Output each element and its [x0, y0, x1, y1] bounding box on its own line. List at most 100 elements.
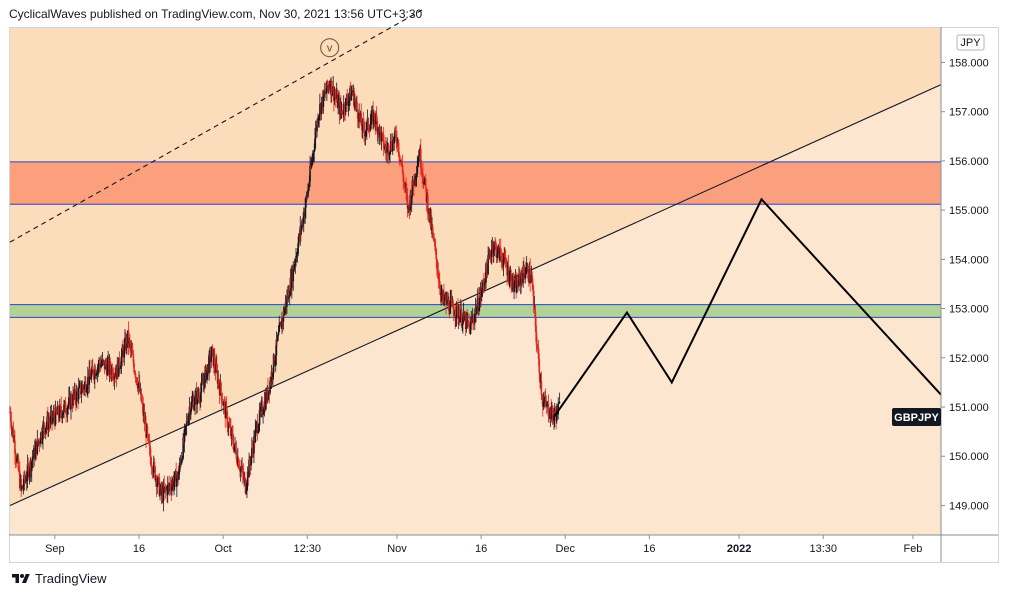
candle-body [525, 272, 527, 275]
chart-frame [9, 27, 999, 563]
candle-body [401, 164, 404, 174]
candle-body [12, 428, 15, 442]
candle-body [157, 476, 159, 484]
candle-body [343, 103, 346, 112]
candle-body [98, 360, 101, 364]
candle-body [467, 320, 470, 325]
candle-body [123, 344, 126, 358]
candle-body [137, 384, 140, 389]
candle-body [476, 306, 478, 314]
candle-body [403, 181, 405, 183]
candle-body [178, 471, 180, 480]
candle-body [370, 112, 373, 121]
candle-body [41, 439, 44, 440]
candle-body [150, 465, 153, 468]
candle-body [334, 95, 337, 97]
candle-body [536, 344, 538, 348]
candle-body [220, 393, 223, 403]
candle-body [118, 357, 121, 369]
candle-body [469, 321, 472, 334]
tradingview-brand[interactable]: TradingView [35, 571, 107, 586]
candle-body [26, 464, 29, 479]
candle-body [406, 195, 409, 209]
candle-body [131, 349, 133, 354]
candle-body [434, 246, 437, 250]
candle-body [251, 447, 254, 450]
candle-body [231, 429, 234, 435]
candle-body [348, 97, 351, 101]
candle-body [489, 253, 492, 256]
x-tick-label: 16 [133, 543, 145, 555]
candle-body [14, 454, 17, 458]
candle-body [132, 354, 135, 364]
candle-body [532, 290, 535, 307]
candle-body [164, 487, 167, 490]
candle-body [88, 369, 91, 385]
candle-body [362, 121, 365, 126]
candle-body [522, 266, 524, 284]
candle-body [416, 165, 419, 174]
candle-body [216, 364, 218, 371]
candle-body [72, 393, 74, 406]
candle-body [212, 348, 215, 366]
candle-body [296, 253, 299, 256]
candle-body [121, 347, 123, 357]
candle-body [74, 389, 76, 400]
candle-body [530, 281, 532, 283]
candle-body [449, 300, 452, 314]
candle-body [204, 372, 206, 388]
candle-body [57, 406, 60, 416]
candle-body [253, 436, 255, 454]
candle-body [80, 383, 82, 395]
candle-body [495, 245, 497, 247]
tradingview-logo-icon[interactable] [10, 572, 32, 586]
candle-body [364, 132, 367, 137]
candle-body [269, 380, 271, 393]
candle-body [262, 414, 264, 415]
candle-body [421, 172, 424, 174]
candle-body [452, 308, 455, 316]
candle-body [389, 151, 391, 155]
candle-body [180, 458, 183, 464]
candle-body [443, 292, 445, 301]
candle-body [553, 416, 555, 421]
candle-body [275, 339, 278, 356]
candle-body [134, 373, 137, 378]
candle-body [237, 458, 240, 468]
candle-body [190, 401, 193, 410]
candle-body [119, 368, 121, 370]
candle-body [193, 404, 196, 410]
candle-body [394, 130, 397, 135]
candle-body [398, 151, 400, 156]
chart-background [10, 28, 941, 535]
candle-body [312, 153, 314, 160]
candle-body [405, 186, 407, 192]
candle-body [47, 422, 50, 430]
candle-body [386, 147, 388, 153]
candle-body [499, 248, 502, 256]
candle-body [40, 432, 43, 440]
candle-body [166, 484, 169, 496]
candle-body [365, 129, 367, 133]
candle-body [534, 316, 537, 333]
candle-body [558, 402, 561, 403]
candle-body [223, 402, 225, 406]
candle-body [523, 266, 525, 273]
candle-body [440, 292, 442, 296]
candle-body [90, 372, 93, 380]
candle-body [265, 394, 267, 410]
candle-body [425, 188, 428, 202]
candle-body [310, 162, 313, 168]
candle-body [66, 408, 69, 415]
candle-body [517, 285, 520, 287]
candle-body [524, 274, 527, 278]
candle-body [59, 405, 62, 407]
candle-body [148, 436, 150, 443]
candle-body [395, 134, 398, 141]
candle-body [460, 309, 463, 326]
candle-body [119, 366, 122, 369]
candle-body [159, 489, 161, 496]
candle-body [258, 409, 261, 426]
candle-body [537, 347, 539, 349]
